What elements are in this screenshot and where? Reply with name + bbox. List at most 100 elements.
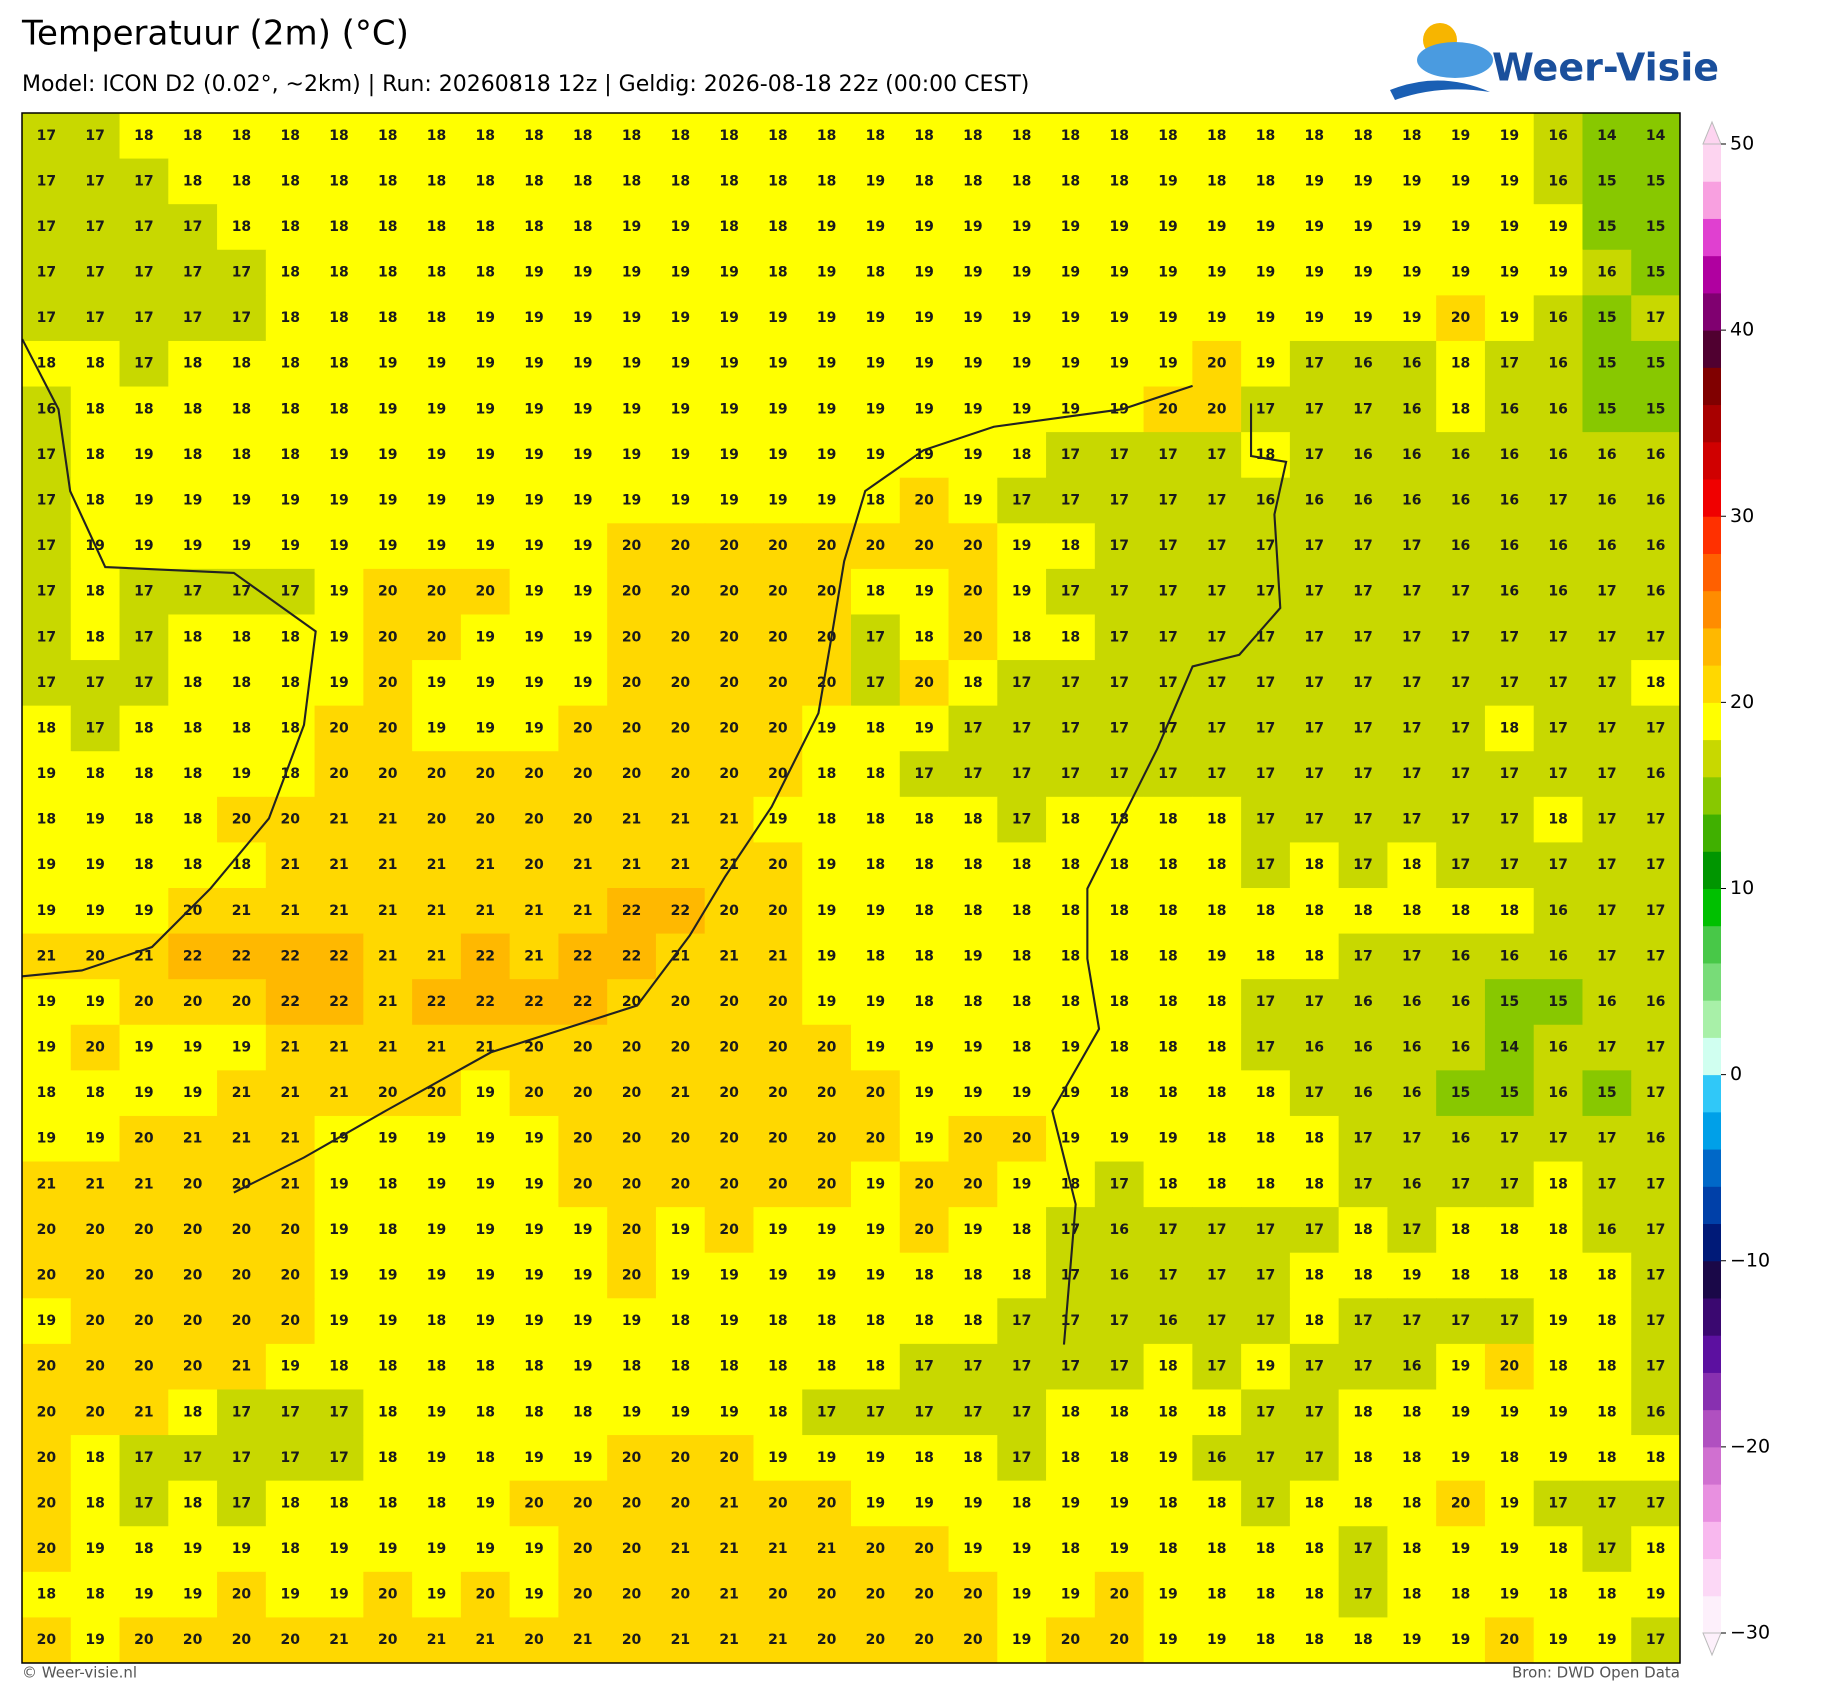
- temperature-label: 21: [671, 1632, 690, 1648]
- temperature-label: 18: [85, 766, 104, 782]
- temperature-label: 19: [1012, 356, 1031, 372]
- temperature-label: 17: [1451, 857, 1470, 873]
- temperature-label: 20: [914, 1632, 934, 1648]
- temperature-label: 19: [573, 584, 592, 600]
- temperature-cell: [997, 523, 1047, 570]
- temperature-cell: [509, 614, 559, 661]
- temperature-label: 17: [134, 219, 153, 235]
- temperature-label: 17: [1207, 766, 1226, 782]
- temperature-cell: [314, 386, 364, 433]
- temperature-label: 16: [1353, 356, 1372, 372]
- temperature-label: 17: [1597, 1131, 1616, 1147]
- temperature-label: 17: [183, 310, 202, 326]
- temperature-label: 17: [183, 584, 202, 600]
- temperature-label: 18: [866, 584, 885, 600]
- temperature-label: 19: [1402, 1632, 1421, 1648]
- temperature-cell: [168, 432, 218, 479]
- color-band: [1703, 1149, 1721, 1187]
- temperature-cell: [1533, 477, 1583, 524]
- temperature-label: 19: [1451, 1632, 1470, 1648]
- temperature-cell: [70, 614, 121, 661]
- temperature-label: 19: [1500, 1541, 1519, 1557]
- temperature-label: 19: [427, 1541, 446, 1557]
- temperature-cell: [168, 796, 218, 843]
- temperature-cell: [1192, 796, 1242, 843]
- temperature-cell: [704, 705, 754, 752]
- temperature-cell: [363, 432, 413, 479]
- temperature-cell: [460, 249, 511, 296]
- temperature-label: 20: [573, 720, 593, 736]
- temperature-label: 18: [1402, 1450, 1421, 1466]
- temperature-label: 17: [1109, 493, 1128, 509]
- temperature-label: 19: [1207, 948, 1226, 964]
- temperature-label: 19: [671, 493, 690, 509]
- temperature-label: 20: [378, 1085, 398, 1101]
- temperature-label: 21: [232, 1131, 251, 1147]
- temperature-label: 19: [963, 493, 982, 509]
- temperature-label: 18: [1305, 1131, 1324, 1147]
- temperature-label: 20: [37, 1268, 57, 1284]
- temperature-label: 17: [183, 219, 202, 235]
- temperature-cell: [1631, 477, 1681, 524]
- temperature-cell: [997, 158, 1047, 205]
- temperature-label: 20: [719, 1222, 739, 1238]
- temperature-label: 17: [914, 1359, 933, 1375]
- temperature-cell: [1289, 523, 1340, 570]
- temperature-label: 22: [573, 994, 592, 1010]
- temperature-label: 16: [1597, 447, 1616, 463]
- temperature-label: 17: [1256, 1222, 1275, 1238]
- temperature-label: 21: [329, 812, 348, 828]
- temperature-label: 19: [378, 493, 397, 509]
- temperature-cell: [1436, 249, 1486, 296]
- temperature-cell: [217, 796, 267, 843]
- temperature-label: 20: [183, 994, 203, 1010]
- temperature-cell: [1143, 340, 1193, 388]
- temperature-cell: [558, 523, 608, 570]
- temperature-label: 20: [719, 720, 739, 736]
- temperature-label: 17: [1646, 1359, 1665, 1375]
- temperature-label: 18: [329, 219, 348, 235]
- temperature-cell: [753, 660, 803, 707]
- color-band: [1703, 1409, 1721, 1448]
- temperature-label: 19: [427, 1176, 446, 1192]
- temperature-label: 21: [671, 1541, 690, 1557]
- temperature-label: 18: [85, 493, 104, 509]
- temperature-label: 19: [329, 629, 348, 645]
- temperature-label: 19: [37, 766, 56, 782]
- temperature-label: 20: [768, 675, 788, 691]
- temperature-label: 17: [1256, 1040, 1275, 1056]
- temperature-label: 19: [914, 1085, 933, 1101]
- temperature-cell: [70, 660, 121, 707]
- temperature-label: 18: [1402, 1541, 1421, 1557]
- temperature-label: 19: [1061, 1587, 1080, 1603]
- temperature-label: 20: [768, 584, 788, 600]
- temperature-label: 17: [1256, 1450, 1275, 1466]
- temperature-cell: [1484, 751, 1535, 798]
- temperature-label: 18: [183, 629, 202, 645]
- temperature-label: 17: [1305, 1450, 1324, 1466]
- temperature-label: 19: [573, 675, 592, 691]
- temperature-cell: [1192, 523, 1242, 570]
- temperature-label: 17: [1109, 1176, 1128, 1192]
- temperature-label: 18: [280, 265, 299, 281]
- temperature-label: 16: [1646, 447, 1665, 463]
- temperature-label: 19: [1548, 219, 1567, 235]
- temperature-label: 19: [622, 447, 641, 463]
- temperature-label: 18: [232, 173, 251, 189]
- temperature-label: 18: [963, 1313, 982, 1329]
- temperature-label: 18: [1158, 1176, 1177, 1192]
- temperature-cell: [899, 796, 950, 843]
- temperature-label: 15: [1548, 994, 1567, 1010]
- temperature-label: 18: [1158, 812, 1177, 828]
- temperature-label: 20: [866, 1632, 886, 1648]
- temperature-label: 17: [1109, 538, 1128, 554]
- temperature-label: 20: [622, 538, 642, 554]
- temperature-label: 18: [134, 857, 153, 873]
- temperature-label: 18: [1061, 812, 1080, 828]
- temperature-label: 19: [329, 538, 348, 554]
- temperature-cell: [1338, 386, 1388, 433]
- temperature-label: 17: [1646, 1632, 1665, 1648]
- temperature-cell: [363, 614, 413, 661]
- temperature-label: 17: [134, 1495, 153, 1511]
